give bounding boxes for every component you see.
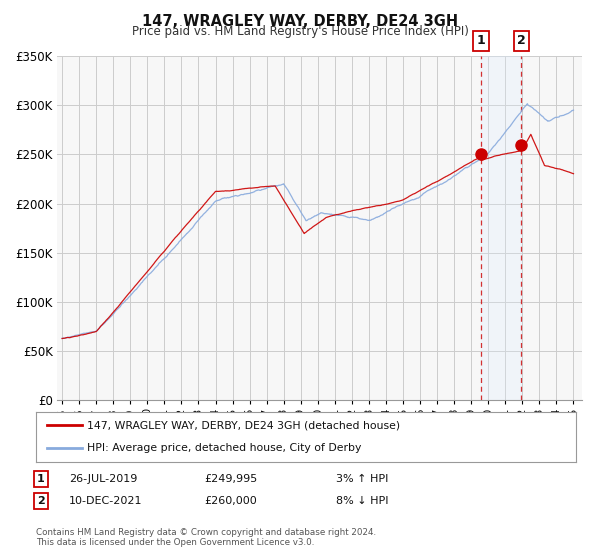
Text: 8% ↓ HPI: 8% ↓ HPI [336, 496, 389, 506]
Text: 1: 1 [476, 34, 485, 48]
Text: 3% ↑ HPI: 3% ↑ HPI [336, 474, 388, 484]
Text: 2: 2 [37, 496, 44, 506]
Text: £249,995: £249,995 [204, 474, 257, 484]
Text: 147, WRAGLEY WAY, DERBY, DE24 3GH (detached house): 147, WRAGLEY WAY, DERBY, DE24 3GH (detac… [88, 420, 400, 430]
Text: 10-DEC-2021: 10-DEC-2021 [69, 496, 143, 506]
Text: 1: 1 [37, 474, 44, 484]
Text: 26-JUL-2019: 26-JUL-2019 [69, 474, 137, 484]
Text: Contains HM Land Registry data © Crown copyright and database right 2024.
This d: Contains HM Land Registry data © Crown c… [36, 528, 376, 547]
Bar [481, 56, 521, 400]
Text: 2: 2 [517, 34, 526, 48]
Text: HPI: Average price, detached house, City of Derby: HPI: Average price, detached house, City… [88, 444, 362, 454]
Text: Price paid vs. HM Land Registry's House Price Index (HPI): Price paid vs. HM Land Registry's House … [131, 25, 469, 38]
Text: £260,000: £260,000 [204, 496, 257, 506]
Text: 147, WRAGLEY WAY, DERBY, DE24 3GH: 147, WRAGLEY WAY, DERBY, DE24 3GH [142, 14, 458, 29]
